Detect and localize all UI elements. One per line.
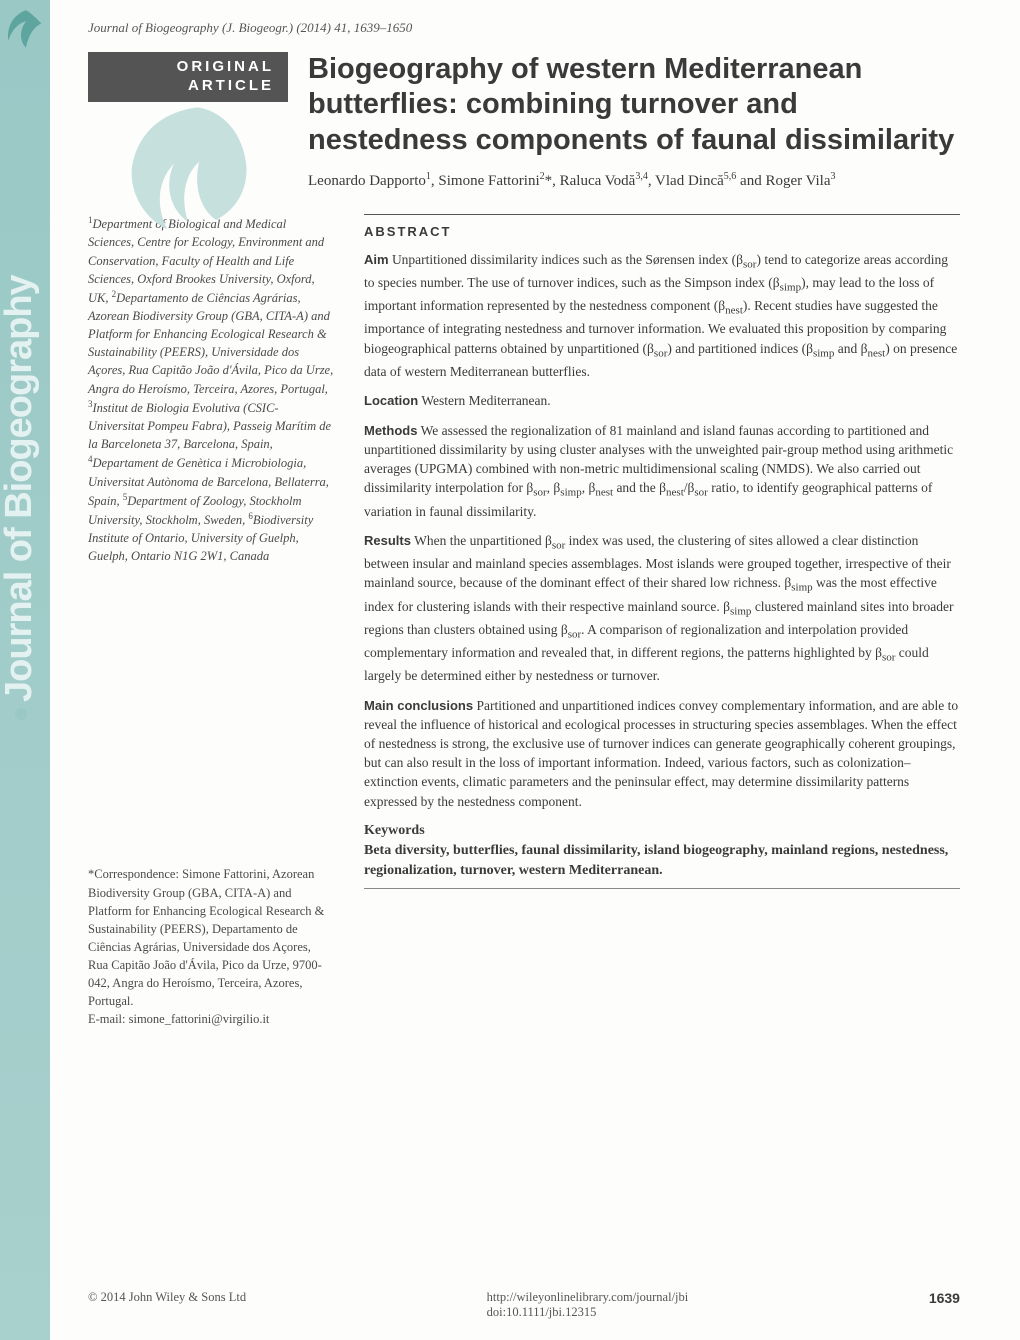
journal-vol-pages: (2014) 41, 1639–1650 (296, 20, 412, 35)
location-text: Western Mediterranean. (421, 393, 550, 408)
journal-spine-text: Journal of Biogeography (0, 275, 41, 720)
badge-line2: ARTICLE (102, 77, 274, 96)
main-text: Partitioned and unpartitioned indices co… (364, 698, 958, 809)
keywords-label: Keywords (364, 821, 960, 841)
author-list: Leonardo Dapporto1, Simone Fattorini2*, … (308, 170, 960, 192)
journal-header: Journal of Biogeography (J. Biogeogr.) (… (88, 20, 960, 36)
abs-location: Location Western Mediterranean. (364, 391, 960, 410)
leaf-decor-icon (88, 98, 288, 248)
abs-results: Results When the unpartitioned βsor inde… (364, 531, 960, 686)
results-lead: Results (364, 533, 411, 548)
top-leaf-icon (4, 8, 48, 52)
abstract-top-rule (364, 214, 960, 215)
affiliations: 1Department of Biological and Medical Sc… (88, 214, 334, 565)
article-type-badge: ORIGINAL ARTICLE (88, 52, 288, 102)
methods-lead: Methods (364, 423, 417, 438)
abs-methods: Methods We assessed the regionalization … (364, 421, 960, 521)
journal-full: Journal of Biogeography (88, 20, 219, 35)
journal-abbr: (J. Biogeogr.) (222, 20, 293, 35)
aim-text: Unpartitioned dissimilarity indices such… (364, 252, 957, 379)
title-block: ORIGINAL ARTICLE Biogeography of western… (88, 52, 960, 192)
title-area: Biogeography of western Mediterranean bu… (308, 52, 960, 192)
keywords-text: Beta diversity, butterflies, faunal diss… (364, 841, 960, 881)
footer-doi: doi:10.1111/jbi.12315 (487, 1305, 689, 1320)
footer-url: http://wileyonlinelibrary.com/journal/jb… (487, 1290, 689, 1305)
methods-text: We assessed the regionalization of 81 ma… (364, 423, 953, 519)
correspondence-email: E-mail: simone_fattorini@virgilio.it (88, 1010, 334, 1028)
right-column: ABSTRACT Aim Unpartitioned dissimilarity… (364, 214, 960, 1028)
abs-main: Main conclusions Partitioned and unparti… (364, 696, 960, 811)
location-lead: Location (364, 393, 418, 408)
footer-page: 1639 (929, 1290, 960, 1320)
footer-links: http://wileyonlinelibrary.com/journal/jb… (487, 1290, 689, 1320)
badge-area: ORIGINAL ARTICLE (88, 52, 288, 102)
page-content: Journal of Biogeography (J. Biogeogr.) (… (50, 0, 1020, 1049)
left-column: 1Department of Biological and Medical Sc… (88, 214, 334, 1028)
results-text: When the unpartitioned βsor index was us… (364, 533, 954, 684)
article-title: Biogeography of western Mediterranean bu… (308, 52, 960, 158)
abs-aim: Aim Unpartitioned dissimilarity indices … (364, 250, 960, 382)
spine-bullet-icon (15, 708, 27, 720)
keywords-rule (364, 888, 960, 889)
abstract-heading: ABSTRACT (364, 223, 960, 241)
two-column-body: 1Department of Biological and Medical Sc… (88, 214, 960, 1028)
spine-label: Journal of Biogeography (0, 275, 40, 702)
aim-lead: Aim (364, 252, 389, 267)
correspondence-text: *Correspondence: Simone Fattorini, Azore… (88, 865, 334, 1010)
footer-copyright: © 2014 John Wiley & Sons Ltd (88, 1290, 246, 1320)
left-color-band: Journal of Biogeography (0, 0, 50, 1340)
badge-line1: ORIGINAL (102, 58, 274, 77)
main-lead: Main conclusions (364, 698, 473, 713)
page-footer: © 2014 John Wiley & Sons Ltd http://wile… (88, 1290, 960, 1320)
correspondence: *Correspondence: Simone Fattorini, Azore… (88, 865, 334, 1028)
